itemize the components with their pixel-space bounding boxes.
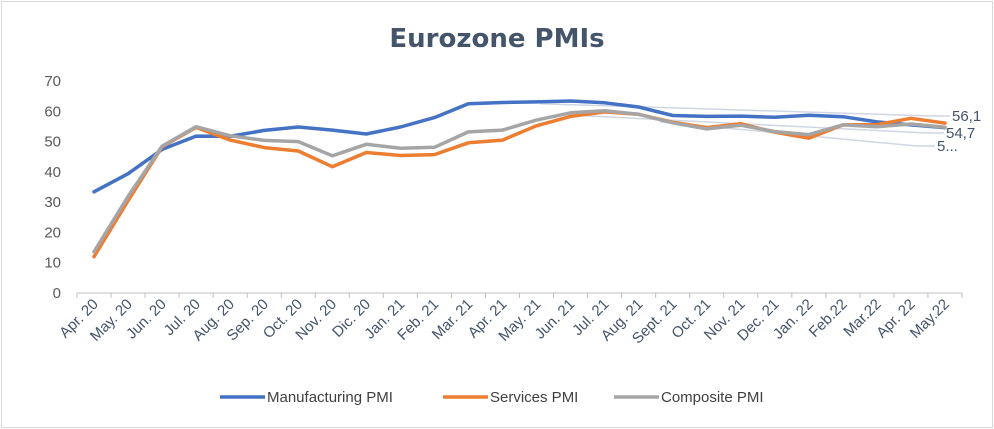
data-label: 5... xyxy=(937,138,958,155)
legend: Manufacturing PMI Services PMI Composite P… xyxy=(220,389,764,406)
series-line xyxy=(92,108,947,254)
y-tick-label: 60 xyxy=(44,103,61,120)
y-tick-label: 20 xyxy=(44,224,61,241)
y-tick-label: 0 xyxy=(53,285,61,302)
end-labels: 56,154,75... xyxy=(937,108,981,155)
y-tick-label: 40 xyxy=(44,164,61,181)
chart-title: Eurozone PMIs xyxy=(389,24,604,54)
legend-label: Services PMI xyxy=(490,389,578,406)
series-line xyxy=(92,99,947,194)
series-line xyxy=(92,110,947,259)
y-tick-label: 30 xyxy=(44,194,61,211)
legend-label: Manufacturing PMI xyxy=(267,389,393,406)
series-lines xyxy=(92,99,947,259)
leader-lines xyxy=(539,102,950,147)
leader-line xyxy=(584,115,944,134)
leader-line xyxy=(539,102,950,117)
y-tick-label: 70 xyxy=(44,73,61,90)
y-tick-label: 10 xyxy=(44,255,61,272)
y-tick-label: 50 xyxy=(44,134,61,151)
legend-label: Composite PMI xyxy=(661,389,764,406)
data-label: 56,1 xyxy=(952,108,981,125)
x-tick-label: May.22 xyxy=(907,296,953,342)
data-label: 54,7 xyxy=(946,125,975,142)
x-tick-label: Feb.22 xyxy=(806,296,851,341)
leader-line xyxy=(659,121,935,147)
